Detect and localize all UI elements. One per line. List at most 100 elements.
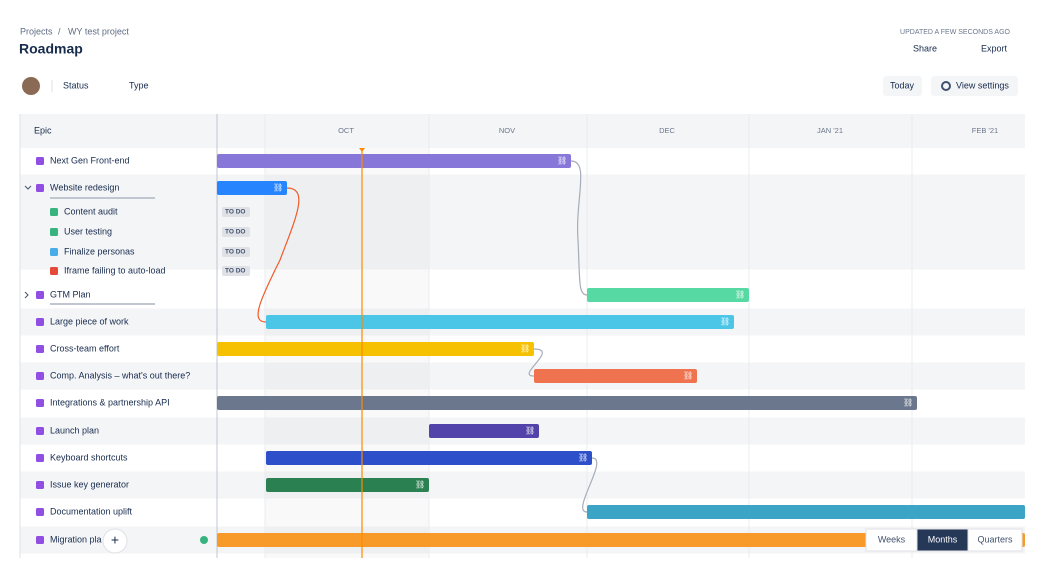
epic-label[interactable]: Comp. Analysis – what's out there?: [50, 370, 190, 380]
epic-bar[interactable]: [217, 533, 1025, 547]
epic-label[interactable]: Integrations & partnership API: [50, 397, 170, 407]
epic-bar[interactable]: [587, 505, 1025, 519]
view-mode-button[interactable]: Quarters: [977, 534, 1013, 544]
epic-bar[interactable]: [266, 315, 734, 329]
share-button[interactable]: Share: [913, 43, 937, 53]
issue-icon: [50, 228, 58, 236]
epic-bar[interactable]: [534, 369, 697, 383]
epic-bar[interactable]: [217, 396, 917, 410]
epic-icon: [36, 481, 44, 489]
expand-chevron[interactable]: [24, 185, 32, 190]
link-icon: ⛓: [903, 398, 913, 407]
epic-label[interactable]: GTM Plan: [50, 289, 91, 299]
type-filter[interactable]: Type: [129, 80, 149, 90]
link-icon: ⛓: [415, 480, 425, 489]
month-label: FEB '21: [972, 126, 998, 135]
issue-icon: [50, 208, 58, 216]
epic-label[interactable]: Documentation uplift: [50, 506, 133, 516]
view-settings-bg[interactable]: [931, 76, 1018, 96]
today-button[interactable]: Today: [890, 80, 915, 90]
epic-icon: [36, 508, 44, 516]
issue-label[interactable]: Content audit: [64, 206, 118, 216]
export-button[interactable]: Export: [981, 43, 1008, 53]
epic-bar[interactable]: [429, 424, 539, 438]
dependency-line: [582, 457, 598, 513]
month-label: DEC: [659, 126, 675, 135]
status-badge: TO DO: [225, 229, 245, 236]
view-mode-bg[interactable]: [967, 528, 1023, 552]
epic-label[interactable]: Next Gen Front-end: [50, 155, 130, 165]
column-header: Epic: [34, 125, 52, 135]
issue-icon: [50, 248, 58, 256]
link-icon: ⛓: [520, 344, 530, 353]
epic-icon: [36, 318, 44, 326]
view-mode-button[interactable]: Months: [928, 534, 958, 544]
epic-bar[interactable]: [587, 288, 749, 302]
issue-icon: [50, 267, 58, 275]
epic-label[interactable]: Large piece of work: [50, 316, 129, 326]
today-button-bg[interactable]: [883, 76, 922, 96]
status-badge-bg: [222, 266, 250, 276]
row-shade: [20, 174, 1025, 270]
epic-icon: [36, 399, 44, 407]
epic-icon: [36, 372, 44, 380]
create-button[interactable]: [102, 528, 128, 554]
breadcrumb[interactable]: Projects: [20, 26, 53, 36]
issue-label[interactable]: Iframe failing to auto-load: [64, 265, 166, 275]
epic-label[interactable]: Launch plan: [50, 425, 99, 435]
link-icon: ⛓: [683, 371, 693, 380]
status-badge-bg: [222, 207, 250, 217]
gear-icon: [941, 81, 951, 91]
issue-label[interactable]: Finalize personas: [64, 246, 135, 256]
link-icon: ⛓: [273, 183, 283, 192]
month-label: OCT: [338, 126, 354, 135]
status-badge-bg: [222, 227, 250, 237]
updated-label: UPDATED A FEW SECONDS AGO: [900, 29, 1011, 36]
link-icon: ⛓: [525, 426, 535, 435]
epic-label[interactable]: Migration pla: [50, 534, 102, 544]
row-shade: [20, 362, 1025, 390]
epic-bar[interactable]: [217, 181, 287, 195]
dependency-line: [570, 160, 588, 296]
month-label: NOV: [499, 126, 515, 135]
issue-label[interactable]: User testing: [64, 226, 112, 236]
view-mode-button[interactable]: Weeks: [878, 534, 906, 544]
dependency-line: [257, 187, 300, 323]
status-badge: TO DO: [225, 249, 245, 256]
link-icon: ⛓: [557, 156, 567, 165]
link-icon: ⛓: [578, 453, 588, 462]
avatar[interactable]: [22, 77, 40, 95]
epic-icon: [36, 291, 44, 299]
epic-label[interactable]: Keyboard shortcuts: [50, 452, 128, 462]
progress-bar: [50, 303, 155, 305]
done-check: [200, 536, 208, 544]
epic-bar[interactable]: [217, 154, 571, 168]
epic-bar[interactable]: [217, 342, 534, 356]
status-badge: TO DO: [225, 209, 245, 216]
breadcrumb-separator: /: [58, 26, 61, 36]
view-settings-button[interactable]: View settings: [956, 80, 1009, 90]
today-head: [359, 148, 365, 152]
collapse-chevron[interactable]: [24, 291, 29, 299]
create-plus: +: [111, 532, 119, 548]
epic-label[interactable]: Cross-team effort: [50, 343, 120, 353]
epic-icon: [36, 345, 44, 353]
epic-label[interactable]: Website redesign: [50, 182, 119, 192]
epic-icon: [36, 157, 44, 165]
header-row: [20, 114, 1025, 148]
epic-icon: [36, 427, 44, 435]
epic-icon: [36, 184, 44, 192]
page-title: Roadmap: [19, 41, 83, 57]
epic-bar[interactable]: [266, 451, 592, 465]
epic-icon: [36, 454, 44, 462]
link-icon: ⛓: [735, 290, 745, 299]
month-label: JAN '21: [817, 126, 843, 135]
dependency-line: [528, 348, 543, 377]
row-shade: [20, 471, 1025, 499]
breadcrumb[interactable]: WY test project: [68, 26, 129, 36]
status-filter[interactable]: Status: [63, 80, 89, 90]
epic-label[interactable]: Issue key generator: [50, 479, 129, 489]
epic-bar[interactable]: [266, 478, 429, 492]
link-icon: ⛓: [720, 317, 730, 326]
